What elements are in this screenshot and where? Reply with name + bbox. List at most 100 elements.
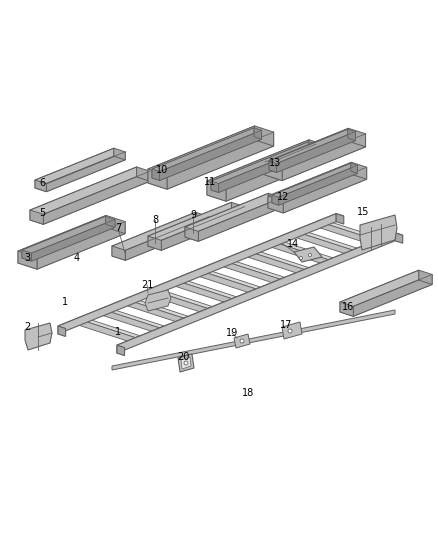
Polygon shape <box>268 174 367 213</box>
Polygon shape <box>185 203 282 241</box>
Polygon shape <box>178 354 194 372</box>
Polygon shape <box>22 250 32 261</box>
Text: 5: 5 <box>39 208 45 218</box>
Polygon shape <box>167 132 274 189</box>
Polygon shape <box>43 171 150 224</box>
Polygon shape <box>340 302 353 316</box>
Polygon shape <box>101 309 159 334</box>
Text: 11: 11 <box>204 177 216 187</box>
Circle shape <box>300 256 303 260</box>
Polygon shape <box>30 210 43 224</box>
Polygon shape <box>18 228 125 269</box>
Circle shape <box>240 339 244 343</box>
Polygon shape <box>197 270 256 295</box>
Polygon shape <box>340 280 432 316</box>
Text: 12: 12 <box>277 192 289 202</box>
Polygon shape <box>149 289 208 314</box>
Polygon shape <box>268 193 282 208</box>
Polygon shape <box>37 222 125 269</box>
Text: 1: 1 <box>62 297 68 307</box>
Polygon shape <box>348 129 355 141</box>
Polygon shape <box>117 233 395 353</box>
Polygon shape <box>269 138 355 173</box>
Polygon shape <box>148 236 161 251</box>
Polygon shape <box>294 247 322 262</box>
Polygon shape <box>234 334 250 348</box>
Polygon shape <box>181 357 191 369</box>
Polygon shape <box>254 128 261 139</box>
Polygon shape <box>173 279 232 305</box>
Polygon shape <box>207 154 328 201</box>
Polygon shape <box>25 323 52 350</box>
Polygon shape <box>149 287 212 309</box>
Polygon shape <box>269 129 348 170</box>
Polygon shape <box>114 148 125 160</box>
Polygon shape <box>360 215 397 250</box>
Polygon shape <box>46 152 125 192</box>
Polygon shape <box>30 167 137 220</box>
Text: 10: 10 <box>156 165 168 175</box>
Polygon shape <box>185 193 268 237</box>
Polygon shape <box>254 126 274 146</box>
Polygon shape <box>340 270 419 312</box>
Circle shape <box>288 329 292 333</box>
Polygon shape <box>207 140 309 195</box>
Polygon shape <box>309 140 328 160</box>
Polygon shape <box>221 258 285 279</box>
Polygon shape <box>221 260 280 285</box>
Polygon shape <box>22 224 115 261</box>
Polygon shape <box>18 251 37 269</box>
Text: 16: 16 <box>342 302 354 312</box>
Polygon shape <box>112 222 209 260</box>
Polygon shape <box>279 165 357 205</box>
Polygon shape <box>231 203 245 216</box>
Text: 19: 19 <box>226 328 238 338</box>
Text: 7: 7 <box>115 223 121 233</box>
Text: 21: 21 <box>141 280 153 290</box>
Polygon shape <box>22 216 106 258</box>
Polygon shape <box>125 297 188 318</box>
Text: 3: 3 <box>24 253 30 263</box>
Polygon shape <box>318 221 377 246</box>
Polygon shape <box>148 169 167 189</box>
Text: 15: 15 <box>357 207 369 217</box>
Polygon shape <box>35 148 114 188</box>
Polygon shape <box>268 196 283 213</box>
Polygon shape <box>112 246 125 260</box>
Text: 14: 14 <box>287 239 299 249</box>
Text: 18: 18 <box>242 388 254 398</box>
Polygon shape <box>269 239 333 260</box>
Polygon shape <box>211 181 219 192</box>
Polygon shape <box>283 167 367 213</box>
Polygon shape <box>277 132 355 173</box>
Text: 4: 4 <box>74 253 80 263</box>
Polygon shape <box>145 290 171 311</box>
Polygon shape <box>101 307 164 328</box>
Polygon shape <box>185 227 198 241</box>
Polygon shape <box>207 181 226 201</box>
Polygon shape <box>198 198 282 241</box>
Polygon shape <box>395 233 403 243</box>
Polygon shape <box>112 310 395 370</box>
Circle shape <box>184 361 188 365</box>
Polygon shape <box>197 268 261 289</box>
Polygon shape <box>318 219 381 240</box>
Polygon shape <box>282 322 302 339</box>
Polygon shape <box>152 137 261 181</box>
Polygon shape <box>195 212 209 227</box>
Text: 2: 2 <box>24 322 30 332</box>
Polygon shape <box>117 345 124 356</box>
Polygon shape <box>211 151 316 192</box>
Polygon shape <box>125 216 209 260</box>
Polygon shape <box>269 240 328 266</box>
Polygon shape <box>18 215 106 263</box>
Polygon shape <box>106 216 115 228</box>
Polygon shape <box>265 128 349 175</box>
Text: 13: 13 <box>269 158 281 168</box>
Polygon shape <box>219 144 316 192</box>
Polygon shape <box>161 207 245 251</box>
Polygon shape <box>152 169 159 181</box>
Text: 1: 1 <box>115 327 121 337</box>
Polygon shape <box>112 212 195 256</box>
Polygon shape <box>245 251 304 276</box>
